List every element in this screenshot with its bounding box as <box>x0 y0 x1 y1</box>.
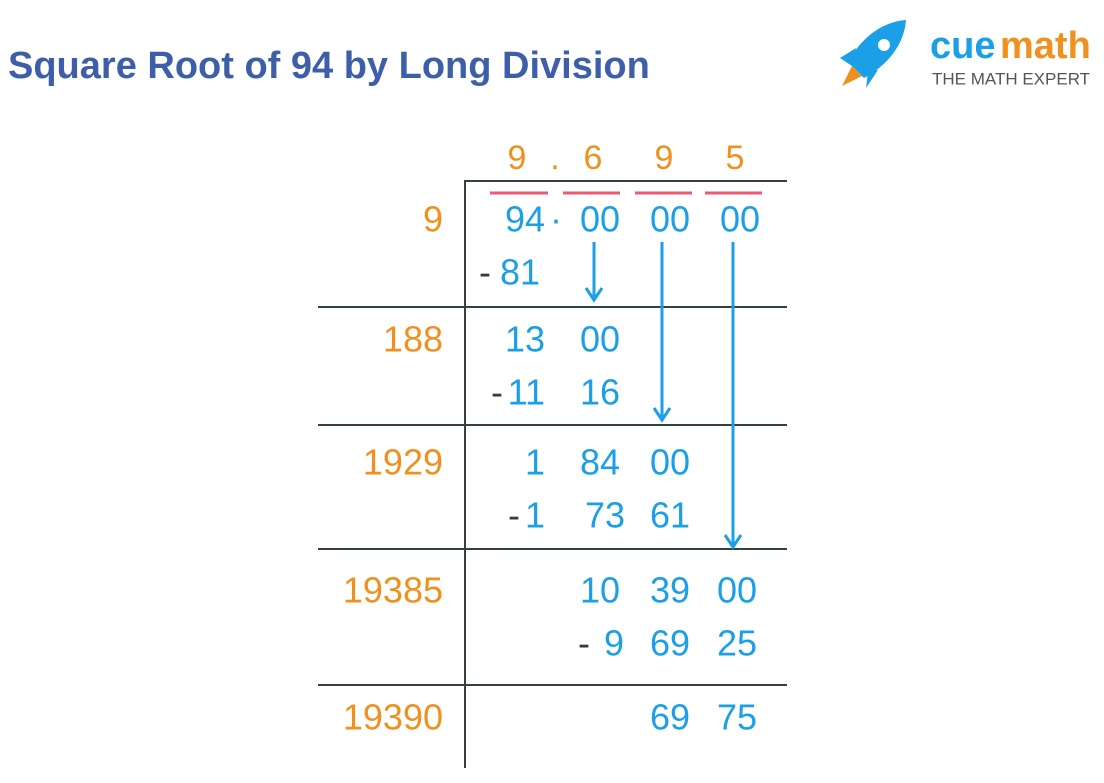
minus-sign: - <box>491 372 503 413</box>
divisor: 1929 <box>363 442 443 483</box>
digits: 13 <box>505 319 545 360</box>
digits: 81 <box>500 252 540 293</box>
minus-sign: - <box>479 252 491 293</box>
title: Square Root of 94 by Long Division <box>8 45 650 87</box>
quotient-digit: 6 <box>584 139 603 177</box>
quotient-digit: . <box>550 139 559 177</box>
rocket-window <box>878 39 890 51</box>
divisor: 188 <box>383 319 443 360</box>
rocket-fins <box>840 48 878 88</box>
quotient-digit: 9 <box>508 139 527 177</box>
digits: 1 <box>525 442 545 483</box>
divisor: 9 <box>423 199 443 240</box>
digits: 69 <box>650 697 690 738</box>
digits: 61 <box>650 495 690 536</box>
digits: 25 <box>717 623 757 664</box>
digits: 00 <box>580 319 620 360</box>
logo-cue: cue <box>930 25 995 67</box>
digits: 00 <box>717 570 757 611</box>
digits: 75 <box>717 697 757 738</box>
divisor: 19390 <box>343 697 443 738</box>
digits: 69 <box>650 623 690 664</box>
divisor: 19385 <box>343 570 443 611</box>
rocket-body <box>848 20 906 78</box>
digits: 1 <box>525 495 545 536</box>
logo: cue math THE MATH EXPERT <box>840 20 1091 88</box>
quotient-digit: 9 <box>655 139 674 177</box>
logo-math: math <box>1000 25 1091 67</box>
digits: 10 <box>580 570 620 611</box>
digits: 00 <box>580 199 620 240</box>
digits: 00 <box>720 199 760 240</box>
digits: 00 <box>650 199 690 240</box>
digits: · <box>550 199 562 240</box>
quotient-digit: 5 <box>726 139 745 177</box>
digits: 73 <box>585 495 625 536</box>
digits: 9 <box>604 623 624 664</box>
digits: 94 <box>505 199 545 240</box>
logo-tagline: THE MATH EXPERT <box>932 69 1090 88</box>
digits: 84 <box>580 442 620 483</box>
digits: 39 <box>650 570 690 611</box>
digits: 00 <box>650 442 690 483</box>
arrow <box>584 242 604 303</box>
arrow <box>652 242 672 423</box>
digits: 16 <box>580 372 620 413</box>
minus-sign: - <box>578 623 590 664</box>
digits: 11 <box>508 372 545 413</box>
arrow <box>723 242 743 550</box>
rocket-flame <box>842 66 862 86</box>
minus-sign: - <box>508 495 520 536</box>
